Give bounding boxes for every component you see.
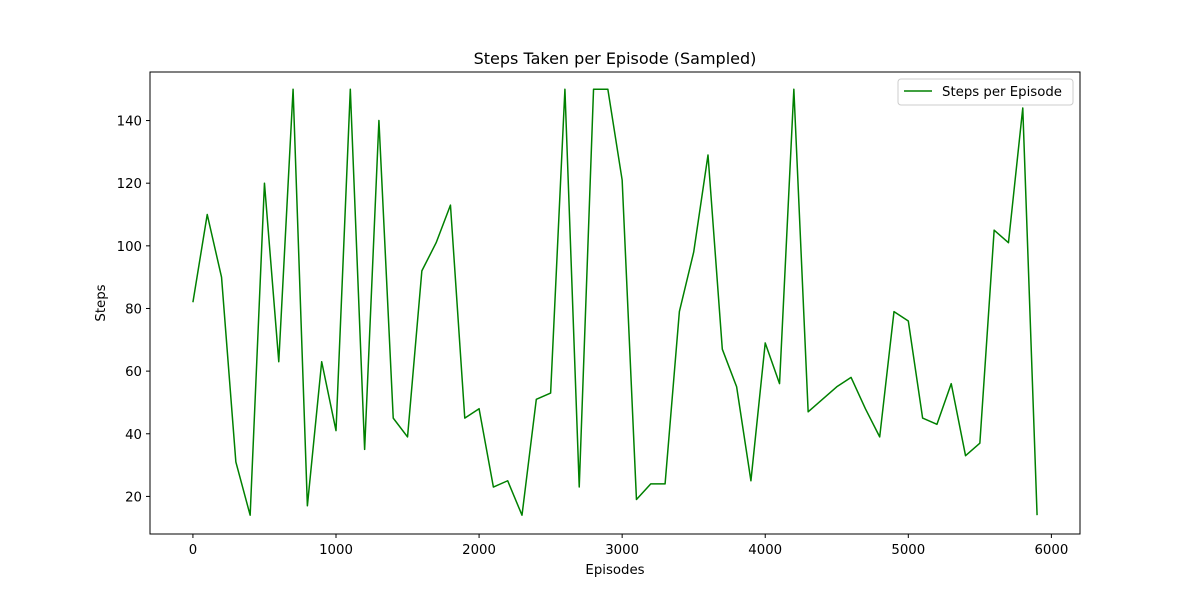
y-tick-label: 40 <box>125 428 142 443</box>
y-axis: 20 40 60 80 100 120 140 <box>117 115 150 505</box>
y-tick-label: 120 <box>117 177 142 192</box>
legend-label: Steps per Episode <box>942 85 1062 100</box>
y-tick-label: 60 <box>125 365 142 380</box>
y-tick-label: 80 <box>125 302 142 317</box>
series-line-steps-per-episode <box>192 88 1038 516</box>
x-tick-label: 4000 <box>748 543 782 558</box>
x-tick-label: 3000 <box>605 543 639 558</box>
y-tick-label: 140 <box>117 115 142 130</box>
x-tick-label: 0 <box>189 543 197 558</box>
legend-box <box>897 78 1074 106</box>
x-tick-label: 5000 <box>891 543 925 558</box>
legend: Steps per Episode <box>897 78 1074 106</box>
y-tick-label: 100 <box>117 240 142 255</box>
plot-area <box>150 72 1080 534</box>
y-tick-label: 20 <box>125 490 142 505</box>
chart-title: Steps Taken per Episode (Sampled) <box>474 49 757 68</box>
x-axis-label: Episodes <box>585 563 644 578</box>
x-axis: 0 1000 2000 3000 4000 5000 6000 <box>189 534 1068 558</box>
plot-frame <box>149 71 1081 535</box>
x-tick-label: 1000 <box>319 543 353 558</box>
y-axis-label: Steps <box>94 284 109 321</box>
x-tick-label: 6000 <box>1034 543 1068 558</box>
x-tick-label: 2000 <box>462 543 496 558</box>
